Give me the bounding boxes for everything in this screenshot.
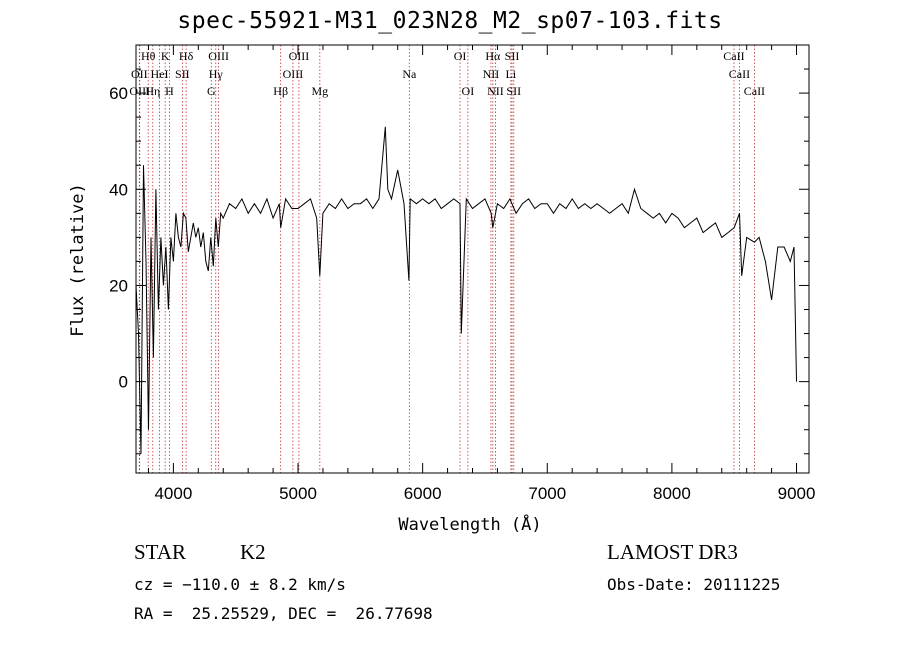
line-label-17: CaII — [729, 67, 750, 81]
spectrum-line — [135, 126, 797, 454]
line-label-19: Hη — [145, 84, 160, 98]
line-label-15: NII — [483, 67, 500, 81]
line-label-8: CaII — [723, 49, 744, 63]
line-label-24: OI — [462, 84, 475, 98]
line-label-22: Hβ — [273, 84, 288, 98]
line-label-9: OII — [131, 67, 148, 81]
line-label-10: HeI — [151, 67, 169, 81]
spectral-line-labels: Hθ K Hδ OIII OIII OI Hα SII CaII OII HeI SII Hγ OIII N… — [129, 49, 765, 98]
chart-title: spec-55921-M31_023N28_M2_sp07-103.fits — [177, 8, 723, 34]
line-label-20: H — [165, 84, 174, 98]
y-tick-label-3: 60 — [109, 84, 128, 103]
plot-frame — [135, 44, 810, 474]
x-tick-label-1: 5000 — [279, 484, 317, 503]
y-axis-label: Flux (relative) — [68, 183, 88, 337]
survey-name: LAMOST DR3 — [607, 540, 738, 564]
object-class: STAR — [134, 540, 186, 564]
x-tick-label-3: 7000 — [528, 484, 566, 503]
spectral-line-markers — [138, 45, 755, 473]
line-label-16: Li — [506, 67, 517, 81]
line-label-13: OIII — [283, 67, 304, 81]
line-label-6: Hα — [485, 49, 501, 63]
redshift-velocity: cz = −110.0 ± 8.2 km/s — [134, 575, 346, 594]
x-tick-label-4: 8000 — [653, 484, 691, 503]
line-label-0: Hθ — [141, 49, 156, 63]
line-label-7: SII — [505, 49, 520, 63]
line-label-26: SII — [506, 84, 521, 98]
x-tick-label-5: 9000 — [778, 484, 816, 503]
coordinates: RA = 25.25529, DEC = 26.77698 — [134, 604, 433, 623]
line-label-23: Mg — [311, 84, 328, 98]
line-label-21: G — [207, 84, 216, 98]
line-label-12: Hγ — [209, 67, 224, 81]
line-label-1: K — [161, 49, 170, 63]
x-axis-label: Wavelength (Å) — [398, 513, 541, 535]
observation-date: Obs-Date: 20111225 — [607, 575, 781, 594]
line-label-14: Na — [402, 67, 417, 81]
x-tick-label-0: 4000 — [154, 484, 192, 503]
line-label-25: NII — [487, 84, 504, 98]
line-label-27: CaII — [744, 84, 765, 98]
axis-ticks: 4000 5000 6000 7000 8000 9000 0 20 40 60 — [109, 44, 816, 503]
y-tick-label-0: 0 — [119, 373, 128, 392]
line-label-2: Hδ — [179, 49, 194, 63]
spectrum-series — [135, 126, 797, 454]
line-label-5: OI — [454, 49, 467, 63]
line-label-3: OIII — [208, 49, 229, 63]
y-tick-label-1: 20 — [109, 276, 128, 295]
line-label-11: SII — [175, 67, 190, 81]
line-label-18: OIII — [129, 84, 150, 98]
object-subclass: K2 — [240, 540, 266, 564]
line-label-4: OIII — [289, 49, 310, 63]
x-tick-label-2: 6000 — [404, 484, 442, 503]
y-tick-label-2: 40 — [109, 180, 128, 199]
